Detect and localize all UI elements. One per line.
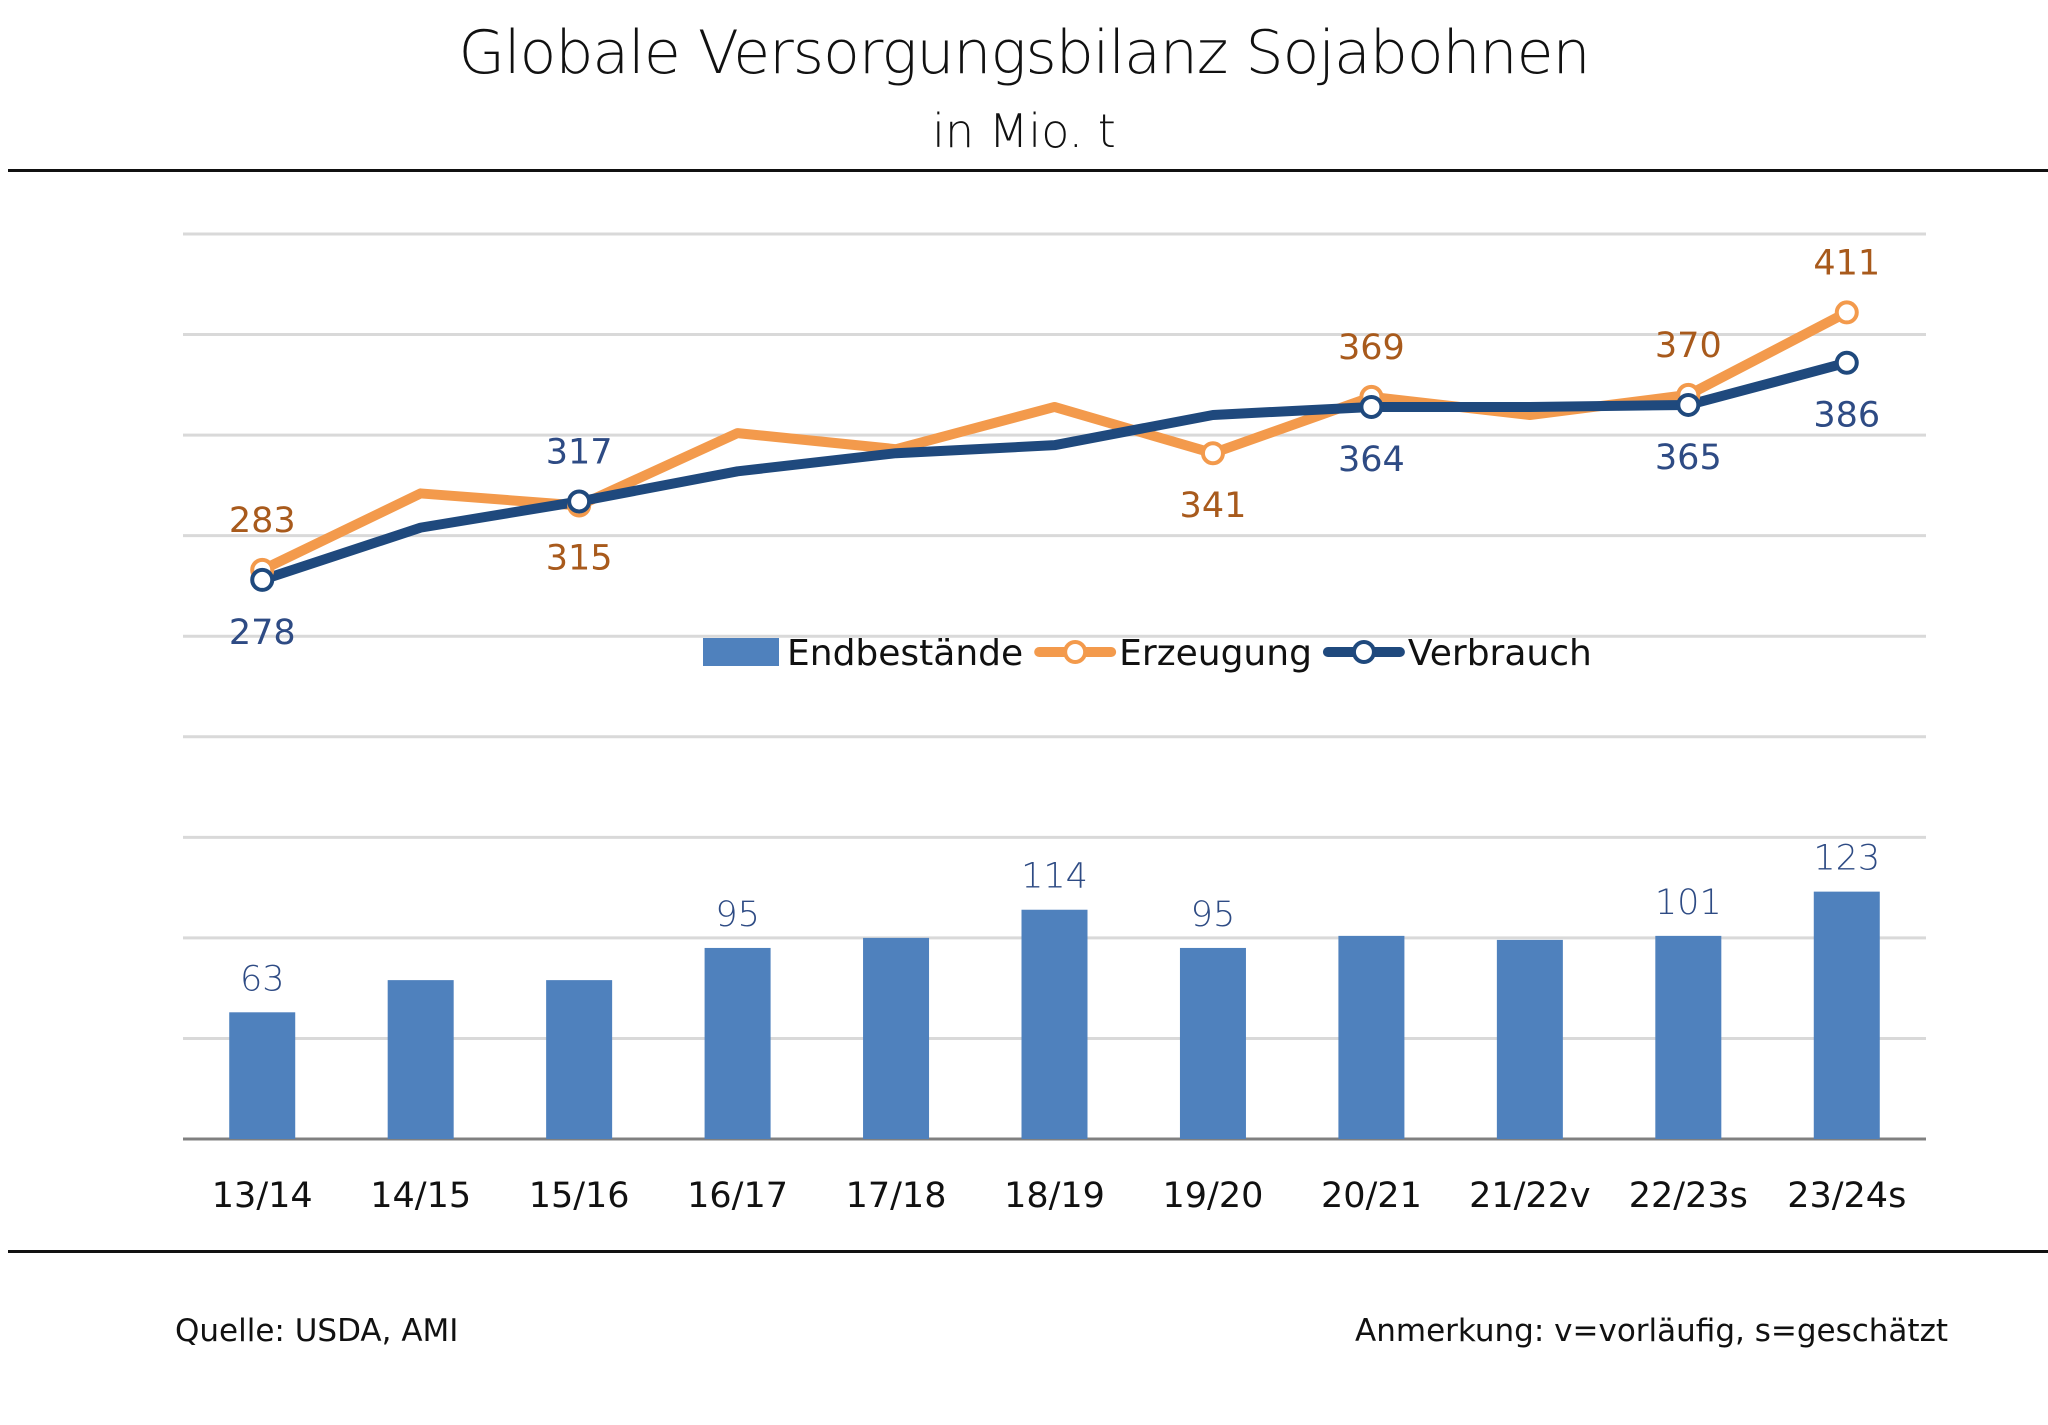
x-tick-label: 21/22v	[1469, 1176, 1591, 1216]
line-marker	[250, 567, 275, 592]
bar-data-label: 114	[1021, 857, 1088, 897]
chart-subtitle: in Mio. t	[932, 104, 1116, 158]
x-tick-label: 18/19	[1004, 1176, 1105, 1216]
bar	[387, 980, 454, 1139]
line-data-label: 315	[546, 539, 613, 579]
x-tick-label: 22/23s	[1629, 1176, 1748, 1216]
bar	[1813, 891, 1880, 1139]
bar	[1338, 935, 1405, 1139]
bar	[1021, 909, 1088, 1139]
x-tick-label: 23/24s	[1787, 1176, 1906, 1216]
x-tick-label: 15/16	[529, 1176, 630, 1216]
bar-data-label: 95	[1191, 895, 1236, 935]
bar-data-label: 63	[240, 959, 285, 999]
bar	[1179, 947, 1246, 1139]
line-data-label: 283	[229, 501, 296, 541]
bar	[1496, 939, 1563, 1139]
bar-series-endbestaende	[229, 891, 1880, 1139]
data-labels: 63 95 114 95 101 123 283 315 341 369 370 411 278 317 3…	[229, 243, 1880, 999]
x-axis-tick-labels: 13/14 14/15 15/16 16/17 17/18 18/19 19/20 20/21…	[212, 1176, 1907, 1216]
bar	[704, 947, 771, 1139]
line-data-label: 365	[1655, 438, 1722, 478]
line-marker	[567, 489, 592, 514]
line-data-label: 278	[229, 613, 296, 653]
bar	[863, 937, 930, 1139]
bar	[546, 980, 613, 1139]
chart-title: Globale Versorgungsbilanz Sojabohnen	[458, 18, 1590, 88]
x-tick-label: 20/21	[1321, 1176, 1422, 1216]
x-tick-label: 16/17	[687, 1176, 788, 1216]
line-data-label: 386	[1813, 396, 1880, 436]
legend-swatch-marker	[1063, 640, 1088, 664]
bottom-divider	[8, 1250, 2048, 1253]
line-marker	[1676, 392, 1701, 417]
line-data-label: 317	[546, 432, 613, 472]
legend: Endbestände Erzeugung Verbrauch	[703, 633, 1592, 674]
line-series	[250, 300, 1859, 592]
line-marker	[1834, 350, 1859, 375]
line-marker	[1834, 300, 1859, 325]
legend-label: Endbestände	[787, 633, 1023, 674]
x-tick-label: 17/18	[846, 1176, 947, 1216]
line-verbrauch	[260, 357, 1849, 585]
bar	[1655, 935, 1722, 1139]
line-data-label: 341	[1180, 486, 1247, 526]
x-tick-label: 14/15	[370, 1176, 471, 1216]
bar	[229, 1012, 296, 1139]
line-data-label: 370	[1655, 326, 1722, 366]
bar-data-label: 123	[1813, 839, 1880, 879]
x-tick-label: 13/14	[212, 1176, 313, 1216]
annotation-note: Anmerkung: v=vorläufig, s=geschätzt	[1355, 1313, 1948, 1349]
legend-label: Erzeugung	[1119, 633, 1312, 674]
bar-data-label: 95	[715, 895, 760, 935]
x-tick-label: 19/20	[1163, 1176, 1264, 1216]
legend-swatch-marker	[1351, 640, 1376, 664]
bar-data-label: 101	[1655, 883, 1722, 923]
legend-swatch-bar	[703, 638, 779, 666]
top-divider	[8, 169, 2048, 172]
line-marker	[1359, 394, 1384, 419]
legend-label: Verbrauch	[1408, 633, 1592, 674]
line-data-label: 411	[1813, 243, 1880, 283]
source-note: Quelle: USDA, AMI	[175, 1313, 459, 1349]
gridlines	[183, 232, 1926, 1141]
line-marker	[1200, 441, 1225, 466]
line-data-label: 369	[1338, 328, 1405, 368]
line-data-label: 364	[1338, 440, 1405, 480]
